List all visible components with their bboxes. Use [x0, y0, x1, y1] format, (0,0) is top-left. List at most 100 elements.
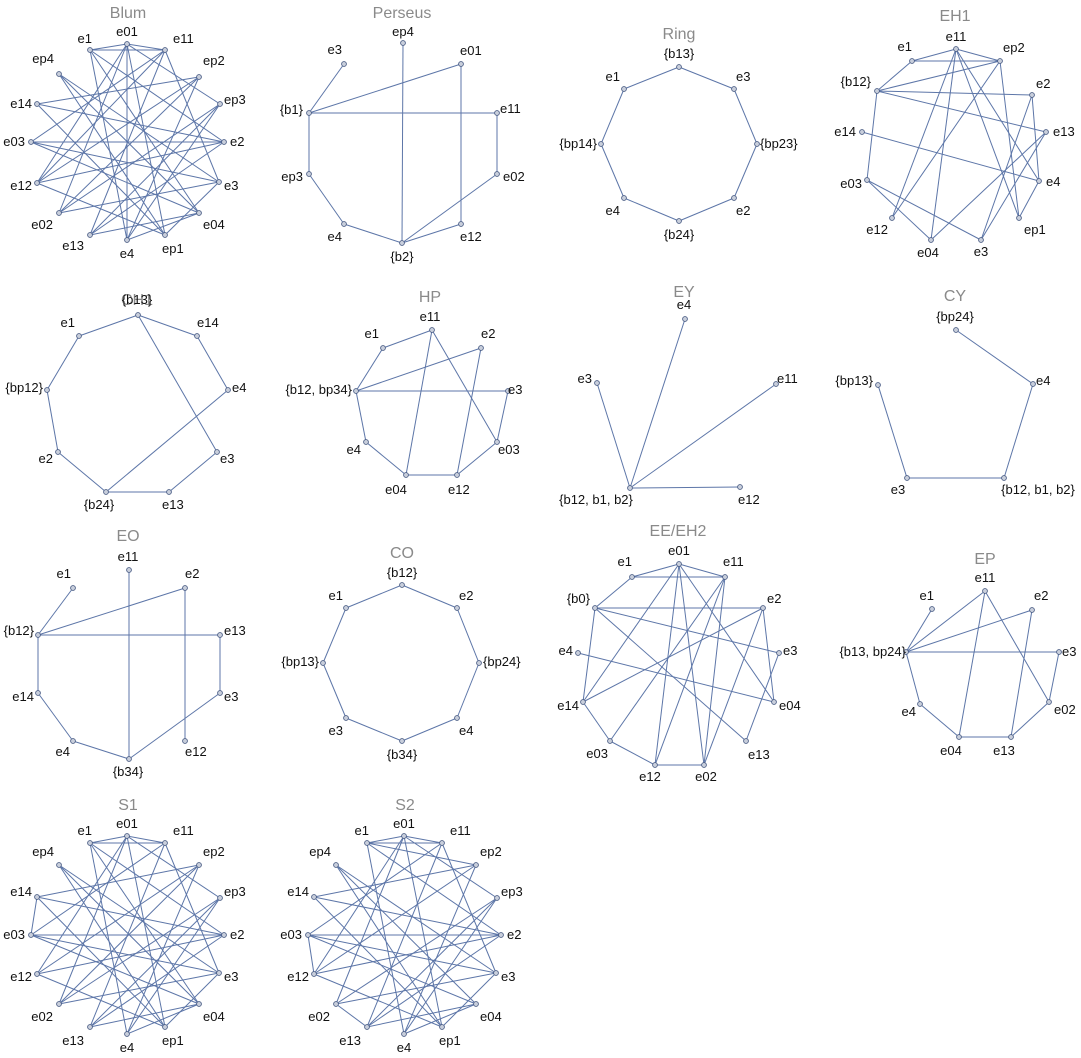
- node-e13[interactable]: [217, 632, 223, 638]
- node-e2[interactable]: [221, 139, 227, 145]
- node-ep3[interactable]: [306, 171, 312, 177]
- node-bp24[interactable]: [953, 327, 959, 333]
- node-e01[interactable]: [401, 833, 407, 839]
- node-e04[interactable]: [196, 210, 202, 216]
- node-e2[interactable]: [760, 605, 766, 611]
- node-e13[interactable]: [1043, 129, 1049, 135]
- node-e03[interactable]: [305, 932, 311, 938]
- node-e4[interactable]: [70, 738, 76, 744]
- node-e1[interactable]: [70, 585, 76, 591]
- node-ep4[interactable]: [333, 862, 339, 868]
- node-e12[interactable]: [311, 971, 317, 977]
- node-e2[interactable]: [1029, 607, 1035, 613]
- node-e3[interactable]: [978, 237, 984, 243]
- node-e04[interactable]: [956, 734, 962, 740]
- node-e11[interactable]: [162, 840, 168, 846]
- node-e13[interactable]: [87, 232, 93, 238]
- node-e3[interactable]: [594, 380, 600, 386]
- node-bp23[interactable]: [754, 141, 760, 147]
- node-bp13[interactable]: [875, 382, 881, 388]
- node-b24[interactable]: [103, 489, 109, 495]
- node-e01[interactable]: [676, 561, 682, 567]
- node-ep3[interactable]: [494, 895, 500, 901]
- node-e04[interactable]: [771, 699, 777, 705]
- node-e4[interactable]: [225, 387, 231, 393]
- node-b12[interactable]: [874, 88, 880, 94]
- node-e01[interactable]: [124, 833, 130, 839]
- node-e14[interactable]: [35, 690, 41, 696]
- node-e4[interactable]: [621, 195, 627, 201]
- node-e11[interactable]: [722, 574, 728, 580]
- node-e03[interactable]: [494, 439, 500, 445]
- node-e11[interactable]: [429, 327, 435, 333]
- node-e01[interactable]: [458, 61, 464, 67]
- node-e11[interactable]: [162, 47, 168, 53]
- node-e3[interactable]: [216, 970, 222, 976]
- node-e3[interactable]: [341, 61, 347, 67]
- node-e14[interactable]: [311, 894, 317, 900]
- node-e3[interactable]: [214, 449, 220, 455]
- node-b12[interactable]: [399, 582, 405, 588]
- node-b12-bp34[interactable]: [353, 388, 359, 394]
- node-e11[interactable]: [773, 381, 779, 387]
- node-e3[interactable]: [217, 690, 223, 696]
- node-e4[interactable]: [575, 650, 581, 656]
- node-e4[interactable]: [682, 316, 688, 322]
- node-e12[interactable]: [458, 221, 464, 227]
- node-ep1[interactable]: [439, 1024, 445, 1030]
- node-b12-b1-b2[interactable]: [627, 485, 633, 491]
- node-b34[interactable]: [126, 756, 132, 762]
- node-bp14[interactable]: [598, 141, 604, 147]
- node-b12-b1-b2[interactable]: [1001, 475, 1007, 481]
- node-e4[interactable]: [341, 221, 347, 227]
- node-e3[interactable]: [904, 475, 910, 481]
- node-e04[interactable]: [403, 472, 409, 478]
- node-e4[interactable]: [454, 715, 460, 721]
- node-e13[interactable]: [743, 738, 749, 744]
- node-e12[interactable]: [182, 738, 188, 744]
- node-e12[interactable]: [34, 971, 40, 977]
- node-e02[interactable]: [56, 1001, 62, 1007]
- node-e3[interactable]: [731, 86, 737, 92]
- node-b24[interactable]: [676, 218, 682, 224]
- node-e3[interactable]: [343, 715, 349, 721]
- node-e2[interactable]: [498, 932, 504, 938]
- node-e02[interactable]: [56, 210, 62, 216]
- node-e1[interactable]: [621, 86, 627, 92]
- node-e3[interactable]: [216, 179, 222, 185]
- node-b13[interactable]: [135, 312, 141, 318]
- node-e13[interactable]: [364, 1024, 370, 1030]
- node-e03[interactable]: [607, 738, 613, 744]
- node-e2[interactable]: [731, 195, 737, 201]
- node-ep1[interactable]: [1016, 215, 1022, 221]
- node-b13[interactable]: [676, 64, 682, 70]
- node-e14[interactable]: [580, 699, 586, 705]
- node-e14[interactable]: [34, 894, 40, 900]
- node-e04[interactable]: [196, 1001, 202, 1007]
- node-e4[interactable]: [1030, 381, 1036, 387]
- node-e4[interactable]: [363, 439, 369, 445]
- node-e2[interactable]: [1029, 92, 1035, 98]
- node-e4[interactable]: [401, 1031, 407, 1037]
- node-ep2[interactable]: [196, 862, 202, 868]
- node-e3[interactable]: [505, 388, 511, 394]
- node-e2[interactable]: [55, 449, 61, 455]
- node-e01[interactable]: [124, 41, 130, 47]
- node-ep3[interactable]: [217, 101, 223, 107]
- node-e1[interactable]: [380, 345, 386, 351]
- node-e4[interactable]: [917, 701, 923, 707]
- node-e4[interactable]: [124, 1031, 130, 1037]
- node-e13[interactable]: [1008, 734, 1014, 740]
- node-e2[interactable]: [454, 605, 460, 611]
- node-e1[interactable]: [343, 605, 349, 611]
- node-e4[interactable]: [1036, 178, 1042, 184]
- node-e02[interactable]: [1046, 699, 1052, 705]
- node-e11[interactable]: [953, 46, 959, 52]
- node-e1[interactable]: [909, 58, 915, 64]
- node-bp12[interactable]: [44, 387, 50, 393]
- node-e2[interactable]: [478, 345, 484, 351]
- node-e03[interactable]: [28, 139, 34, 145]
- node-e2[interactable]: [182, 585, 188, 591]
- node-e03[interactable]: [864, 177, 870, 183]
- node-e2[interactable]: [221, 932, 227, 938]
